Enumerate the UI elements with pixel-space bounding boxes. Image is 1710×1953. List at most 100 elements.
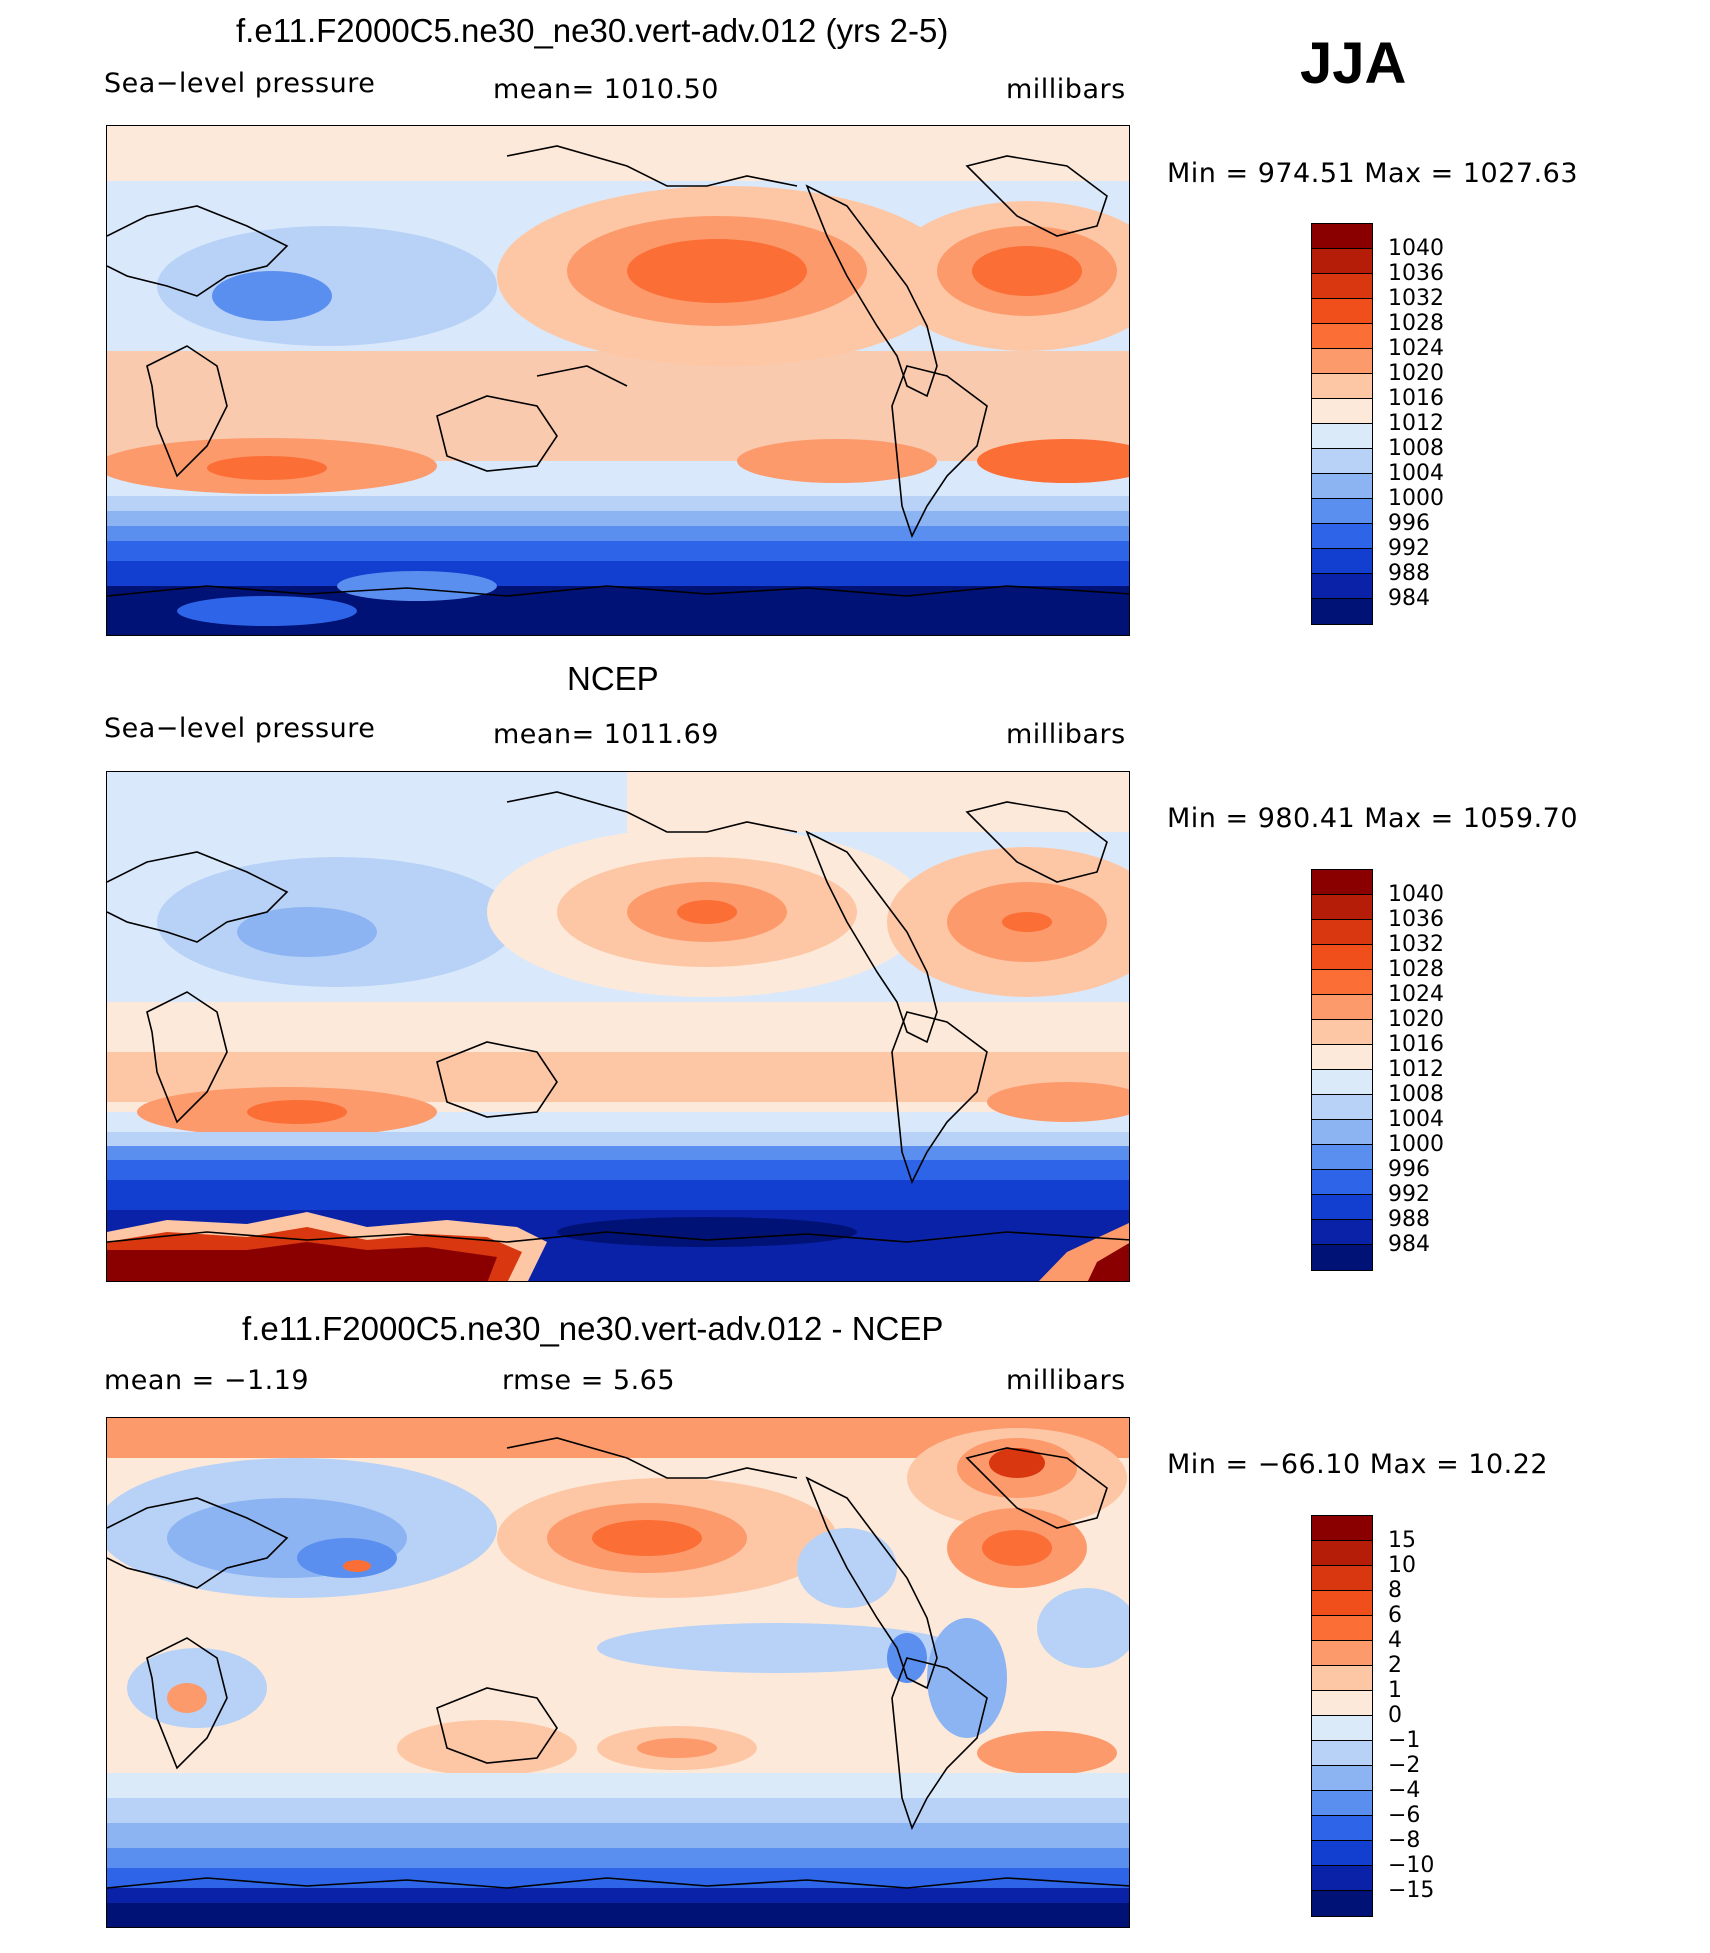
colorbar-label: 984: [1388, 586, 1430, 611]
colorbar-label: 992: [1388, 1182, 1430, 1207]
colorbar-swatch: [1312, 1095, 1372, 1120]
panel3-title: f.e11.F2000C5.ne30_ne30.vert-adv.012 - N…: [242, 1310, 944, 1347]
panel1-units-label: millibars: [1006, 74, 1126, 105]
colorbar-swatch: [1312, 1616, 1372, 1641]
colorbar-swatch: [1312, 374, 1372, 399]
panel3-contour-plot: [107, 1418, 1129, 1927]
colorbar-swatch: [1312, 1516, 1372, 1541]
colorbar-label: 996: [1388, 511, 1430, 536]
colorbar-swatch: [1312, 1666, 1372, 1691]
colorbar-swatch: [1312, 1791, 1372, 1816]
colorbar-label: −10: [1388, 1853, 1435, 1878]
colorbar-swatch: [1312, 1120, 1372, 1145]
colorbar-label: 1036: [1388, 907, 1444, 932]
panel2-minmax-label: Min = 980.41 Max = 1059.70: [1167, 803, 1579, 834]
colorbar-swatch: [1312, 274, 1372, 299]
colorbar-label: −6: [1388, 1803, 1421, 1828]
colorbar-label: 1040: [1388, 882, 1444, 907]
colorbar-swatch: [1312, 249, 1372, 274]
panel1-map: [106, 125, 1130, 636]
colorbar-swatch: [1312, 349, 1372, 374]
colorbar-swatch: [1312, 895, 1372, 920]
colorbar-label: 1024: [1388, 336, 1444, 361]
colorbar-label: −15: [1388, 1878, 1435, 1903]
colorbar-label: 2: [1388, 1653, 1402, 1678]
panel1-variable-label: Sea−level pressure: [104, 68, 376, 99]
colorbar-swatch: [1312, 1020, 1372, 1045]
panel2-mean-label: mean= 1011.69: [493, 719, 719, 750]
panel3-rmse-label: rmse = 5.65: [502, 1365, 676, 1396]
colorbar-label: 0: [1388, 1703, 1402, 1728]
colorbar-label: 1028: [1388, 311, 1444, 336]
colorbar-label: 992: [1388, 536, 1430, 561]
colorbar-swatch: [1312, 1245, 1372, 1270]
panel2-colorbar-labels: 1040 1036 1032 1028 1024 1020 1016 1012 …: [1388, 882, 1444, 1257]
panel3-colorbar-labels: 15 10 8 6 4 2 1 0 −1 −2 −4 −6 −8 −10 −15: [1388, 1528, 1434, 1903]
colorbar-label: 1000: [1388, 486, 1444, 511]
panel1-contour-plot: [107, 126, 1129, 635]
colorbar-label: −1: [1388, 1728, 1421, 1753]
colorbar-label: 984: [1388, 1232, 1430, 1257]
colorbar-label: 1020: [1388, 361, 1444, 386]
colorbar-label: 1032: [1388, 286, 1444, 311]
colorbar-swatch: [1312, 1841, 1372, 1866]
colorbar-swatch: [1312, 1220, 1372, 1245]
colorbar-label: 1016: [1388, 1032, 1444, 1057]
colorbar-label: 15: [1388, 1528, 1416, 1553]
colorbar-swatch: [1312, 524, 1372, 549]
colorbar-label: −4: [1388, 1778, 1421, 1803]
panel2-colorbar: [1311, 869, 1373, 1271]
colorbar-swatch: [1312, 870, 1372, 895]
colorbar-swatch: [1312, 1866, 1372, 1891]
colorbar-swatch: [1312, 449, 1372, 474]
panel1-mean-label: mean= 1010.50: [493, 74, 719, 105]
colorbar-swatch: [1312, 1195, 1372, 1220]
colorbar-swatch: [1312, 1716, 1372, 1741]
colorbar-label: 10: [1388, 1553, 1416, 1578]
colorbar-swatch: [1312, 299, 1372, 324]
panel3-units-label: millibars: [1006, 1365, 1126, 1396]
colorbar-swatch: [1312, 1145, 1372, 1170]
panel1-minmax-label: Min = 974.51 Max = 1027.63: [1167, 158, 1579, 189]
panel2-title: NCEP: [567, 660, 659, 697]
colorbar-swatch: [1312, 549, 1372, 574]
colorbar-swatch: [1312, 474, 1372, 499]
colorbar-label: 8: [1388, 1578, 1402, 1603]
colorbar-label: 1012: [1388, 411, 1444, 436]
colorbar-label: 996: [1388, 1157, 1430, 1182]
colorbar-swatch: [1312, 920, 1372, 945]
colorbar-label: 1036: [1388, 261, 1444, 286]
panel3-colorbar: [1311, 1515, 1373, 1917]
panel1-title: f.e11.F2000C5.ne30_ne30.vert-adv.012 (yr…: [236, 12, 949, 49]
colorbar-swatch: [1312, 1691, 1372, 1716]
panel2-units-label: millibars: [1006, 719, 1126, 750]
panel2-variable-label: Sea−level pressure: [104, 713, 376, 744]
colorbar-label: 1: [1388, 1678, 1402, 1703]
colorbar-label: 6: [1388, 1603, 1402, 1628]
colorbar-swatch: [1312, 599, 1372, 624]
colorbar-swatch: [1312, 1045, 1372, 1070]
colorbar-swatch: [1312, 424, 1372, 449]
colorbar-label: 1000: [1388, 1132, 1444, 1157]
colorbar-swatch: [1312, 945, 1372, 970]
colorbar-swatch: [1312, 399, 1372, 424]
colorbar-label: 1028: [1388, 957, 1444, 982]
colorbar-swatch: [1312, 1891, 1372, 1916]
colorbar-label: −2: [1388, 1753, 1421, 1778]
panel3-minmax-label: Min = −66.10 Max = 10.22: [1167, 1449, 1549, 1480]
colorbar-swatch: [1312, 1741, 1372, 1766]
colorbar-swatch: [1312, 1170, 1372, 1195]
colorbar-label: 1004: [1388, 1107, 1444, 1132]
colorbar-label: 988: [1388, 1207, 1430, 1232]
colorbar-swatch: [1312, 1541, 1372, 1566]
colorbar-label: 988: [1388, 561, 1430, 586]
colorbar-swatch: [1312, 224, 1372, 249]
colorbar-label: 1016: [1388, 386, 1444, 411]
colorbar-label: 1004: [1388, 461, 1444, 486]
colorbar-label: 4: [1388, 1628, 1402, 1653]
colorbar-swatch: [1312, 1566, 1372, 1591]
panel3-map: [106, 1417, 1130, 1928]
colorbar-label: 1008: [1388, 436, 1444, 461]
panel2-contour-plot: [107, 772, 1129, 1281]
panel1-colorbar-labels: 1040 1036 1032 1028 1024 1020 1016 1012 …: [1388, 236, 1444, 611]
